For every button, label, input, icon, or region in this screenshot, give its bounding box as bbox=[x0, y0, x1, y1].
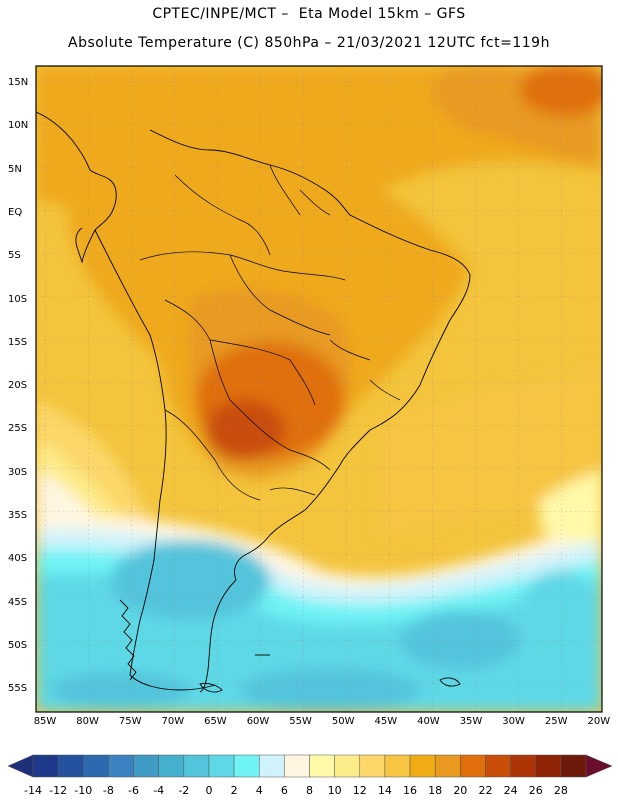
colorbar-tick-label: 24 bbox=[503, 784, 518, 797]
colorbar-tick-label: 20 bbox=[453, 784, 468, 797]
latitude-label: 20S bbox=[8, 380, 28, 392]
colorbar-swatch bbox=[233, 754, 260, 778]
colorbar-swatch bbox=[57, 754, 84, 778]
longitude-label: 40W bbox=[417, 716, 440, 727]
latitude-label: 25S bbox=[8, 423, 28, 435]
colorbar-right-arrow bbox=[585, 754, 613, 778]
latitude-label: 55S bbox=[8, 683, 28, 695]
colorbar-swatch bbox=[535, 754, 562, 778]
colorbar-tick-label: 18 bbox=[428, 784, 443, 797]
longitude-label: 80W bbox=[76, 716, 99, 727]
latitude-label: 10N bbox=[8, 120, 29, 132]
colorbar-swatch bbox=[183, 754, 210, 778]
colorbar-swatch bbox=[434, 754, 461, 778]
colorbar-swatch bbox=[208, 754, 235, 778]
colorbar-swatch bbox=[359, 754, 386, 778]
colorbar-swatch bbox=[460, 754, 486, 778]
longitude-label: 25W bbox=[544, 716, 568, 727]
colorbar-tick-label: 16 bbox=[403, 784, 418, 797]
latitude-label: EQ bbox=[8, 206, 23, 218]
colorbar-swatch bbox=[108, 754, 134, 778]
country-borders bbox=[139, 164, 401, 501]
latitude-label: 5S bbox=[8, 250, 21, 262]
colorbar-swatch bbox=[258, 754, 285, 778]
colorbar-tick-label: 6 bbox=[280, 784, 288, 797]
longitude-label: 20W bbox=[587, 716, 611, 727]
map-frame bbox=[35, 65, 603, 713]
colorbar-tick-label: -8 bbox=[102, 784, 114, 797]
colorbar-tick-label: 10 bbox=[327, 784, 342, 797]
colorbar-swatch bbox=[334, 754, 361, 778]
longitude-label: 50W bbox=[331, 716, 355, 727]
colorbar-tick-label: -10 bbox=[74, 784, 93, 797]
colorbar-swatch bbox=[32, 754, 59, 778]
latitude-label: 30S bbox=[8, 466, 28, 478]
latitude-label: 15N bbox=[8, 77, 29, 88]
latitude-label: 40S bbox=[8, 553, 28, 565]
map-title-line-2: Absolute Temperature (C) 850hPa – 21/03/… bbox=[68, 35, 550, 51]
colorbar-swatch bbox=[133, 754, 159, 778]
colorbar-tick-label: 12 bbox=[352, 784, 367, 797]
latitude-label: 35S bbox=[8, 510, 28, 521]
colorbar-swatch bbox=[384, 754, 411, 778]
latitude-label: 15S bbox=[8, 336, 28, 348]
colorbar-tick-label: 14 bbox=[377, 784, 392, 797]
colorbar-tick-label: -4 bbox=[153, 784, 165, 797]
longitude-label: 55W bbox=[289, 716, 312, 727]
longitude-label: 30W bbox=[502, 716, 525, 727]
colorbar-tick-label: -2 bbox=[178, 784, 190, 797]
colorbar-tick-label: 28 bbox=[553, 784, 568, 797]
colorbar-swatch bbox=[309, 754, 335, 778]
colorbar-swatch bbox=[560, 754, 587, 778]
colorbar-swatch bbox=[409, 754, 436, 778]
colorbar-swatch bbox=[510, 754, 536, 778]
colorbar-tick-label: -14 bbox=[24, 784, 42, 797]
colorbar-left-arrow bbox=[7, 754, 34, 778]
colorbar-swatch bbox=[485, 754, 511, 778]
colorbar-tick-label: -12 bbox=[49, 784, 68, 797]
map-title-line-1: CPTEC/INPE/MCT – Eta Model 15km – GFS bbox=[152, 6, 466, 22]
longitude-label: 65W bbox=[204, 716, 227, 727]
colorbar-swatch bbox=[158, 754, 185, 778]
colorbar bbox=[7, 754, 613, 778]
longitude-label: 45W bbox=[374, 716, 398, 727]
latitude-label: 45S bbox=[8, 596, 28, 608]
colorbar-tick-label: -6 bbox=[128, 784, 140, 797]
latitude-label: 10S bbox=[8, 293, 28, 305]
colorbar-tick-label: 0 bbox=[205, 784, 213, 797]
longitude-label: 75W bbox=[118, 716, 142, 727]
colorbar-tick-label: 26 bbox=[528, 784, 543, 797]
colorbar-swatch bbox=[284, 754, 310, 778]
longitude-label: 60W bbox=[246, 716, 270, 727]
longitude-label: 35W bbox=[459, 716, 483, 727]
graticule bbox=[36, 66, 602, 712]
longitude-label: 70W bbox=[161, 716, 185, 727]
coastlines bbox=[36, 111, 471, 693]
colorbar-swatch bbox=[83, 754, 109, 778]
colorbar-tick-label: 8 bbox=[306, 784, 313, 797]
colorbar-tick-label: 4 bbox=[255, 784, 263, 797]
latitude-label: 5N bbox=[8, 163, 22, 175]
latitude-label: 50S bbox=[8, 639, 28, 651]
colorbar-tick-label: 22 bbox=[478, 784, 493, 797]
longitude-label: 85W bbox=[33, 716, 57, 727]
colorbar-tick-label: 2 bbox=[230, 784, 238, 797]
